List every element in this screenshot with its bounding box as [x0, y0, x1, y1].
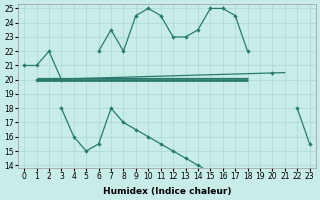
X-axis label: Humidex (Indice chaleur): Humidex (Indice chaleur): [103, 187, 231, 196]
